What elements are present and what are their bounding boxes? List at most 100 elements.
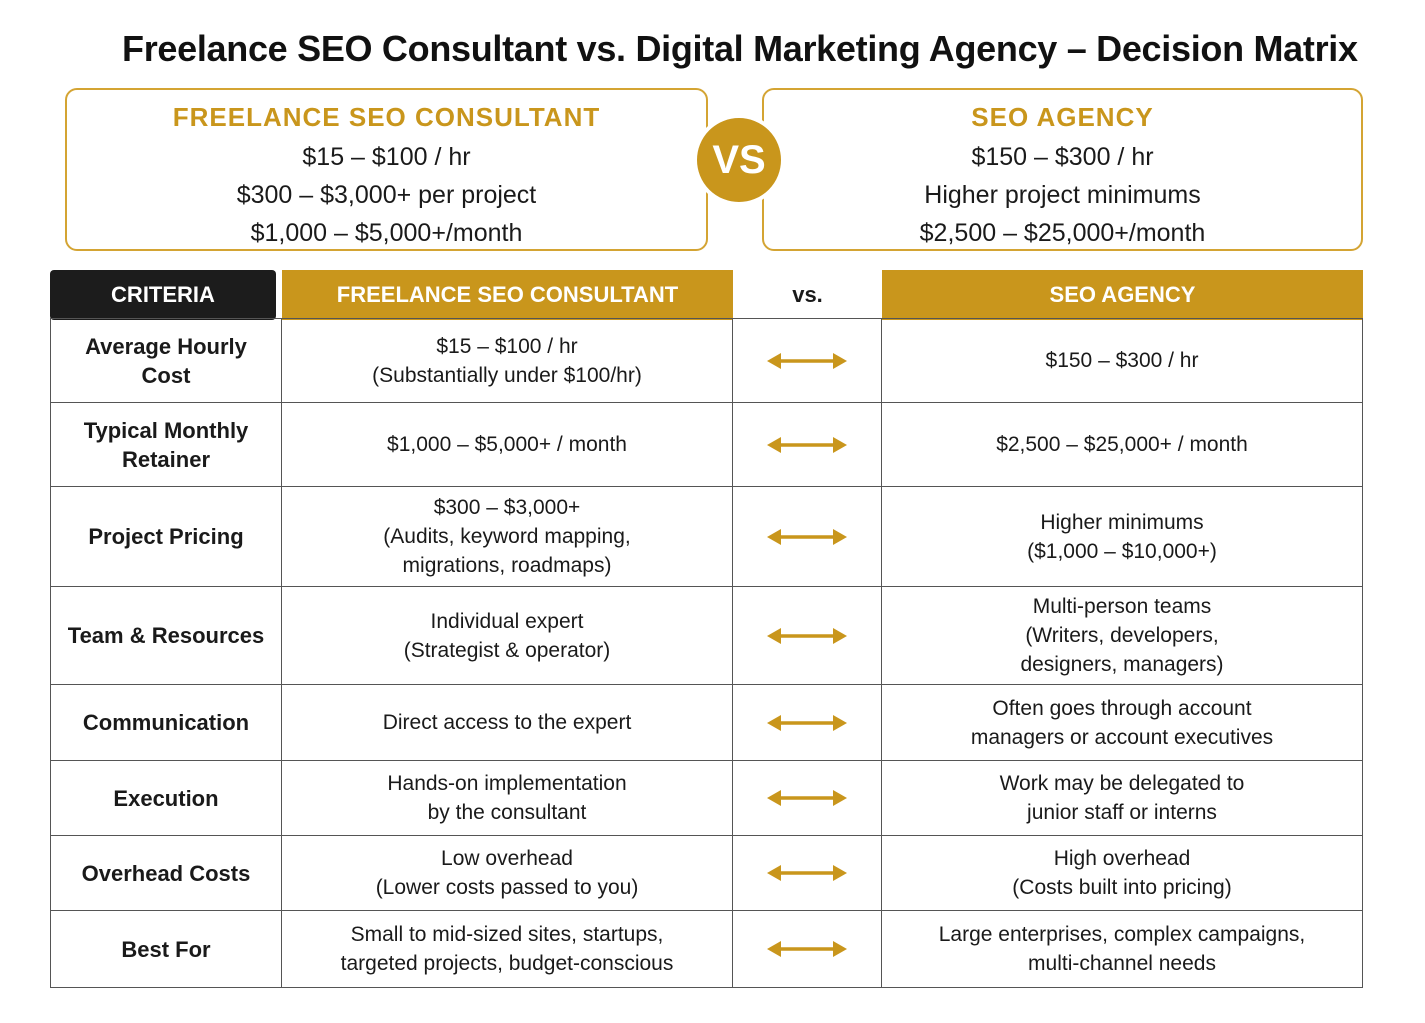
freelance-hourly-rate: $15 – $100 / hr bbox=[302, 143, 471, 171]
freelance-cell: $15 – $100 / hr (Substantially under $100… bbox=[282, 319, 733, 402]
page-title: Freelance SEO Consultant vs. Digital Mar… bbox=[122, 28, 1358, 69]
criteria-cell-line: Best For bbox=[121, 936, 211, 962]
arrow-cell bbox=[733, 836, 882, 910]
double-headed-arrow-icon bbox=[767, 528, 847, 545]
criteria-cell: Typical Monthly Retainer bbox=[50, 403, 282, 486]
arrow-cell bbox=[733, 403, 882, 486]
freelance-cell-line: $1,000 – $5,000+ / month bbox=[387, 433, 627, 456]
freelance-cell: $1,000 – $5,000+ / month bbox=[282, 403, 733, 486]
freelance-cell-line: (Substantially under $100/hr) bbox=[372, 363, 642, 387]
agency-column-header: SEO AGENCY bbox=[882, 270, 1363, 320]
agency-cell: Often goes through account managers or ac… bbox=[882, 685, 1363, 760]
arrow-cell bbox=[733, 487, 882, 586]
freelance-summary-title: FREELANCE SEO CONSULTANT bbox=[172, 102, 601, 132]
freelance-cell-line: Small to mid-sized sites, startups, bbox=[350, 923, 664, 946]
agency-cell-line: $2,500 – $25,000+ / month bbox=[996, 433, 1248, 456]
agency-project-rate: Higher project minimums bbox=[924, 181, 1201, 209]
agency-cell: Higher minimums ($1,000 – $10,000+) bbox=[882, 487, 1363, 586]
freelance-cell-line: by the consultant bbox=[427, 801, 587, 824]
freelance-cell: Low overhead (Lower costs passed to you) bbox=[282, 836, 733, 910]
table-row: Communication Direct access to the expert… bbox=[50, 685, 1363, 761]
freelance-cell-line: (Lower costs passed to you) bbox=[375, 876, 639, 899]
agency-summary-title: SEO AGENCY bbox=[971, 102, 1154, 132]
table-row: Execution Hands-on implementation by the c… bbox=[50, 761, 1363, 836]
vs-badge: VS bbox=[693, 114, 785, 206]
arrow-cell bbox=[733, 911, 882, 987]
agency-monthly-rate: $2,500 – $25,000+/month bbox=[919, 219, 1206, 247]
agency-cell: $150 – $300 / hr bbox=[882, 319, 1363, 402]
table-row: Average Hourly Cost $15 – $100 / hr (Subst… bbox=[50, 319, 1363, 403]
freelance-cell: Individual expert (Strategist & operator) bbox=[282, 587, 733, 684]
freelance-cell-line: $15 – $100 / hr bbox=[436, 334, 578, 358]
agency-summary-card: SEO AGENCY $150 – $300 / hr Higher proje… bbox=[762, 88, 1363, 251]
table-row: Best For Small to mid-sized sites, startu… bbox=[50, 911, 1363, 988]
table-row: Team & Resources Individual expert (Strate… bbox=[50, 587, 1363, 685]
freelance-cell-line: $300 – $3,000+ bbox=[433, 496, 581, 519]
criteria-cell-line: Communication bbox=[82, 710, 250, 735]
freelance-cell-line: Individual expert bbox=[430, 609, 584, 633]
table-row: Overhead Costs Low overhead (Lower costs p… bbox=[50, 836, 1363, 911]
table-row: Typical Monthly Retainer $1,000 – $5,000+ … bbox=[50, 403, 1363, 487]
agency-cell: High overhead (Costs built into pricing) bbox=[882, 836, 1363, 910]
double-headed-arrow-icon bbox=[767, 790, 847, 806]
agency-cell-line: Higher minimums bbox=[1040, 510, 1204, 534]
criteria-cell-line: Retainer bbox=[121, 446, 211, 472]
agency-cell-line: Often goes through account bbox=[992, 696, 1252, 720]
agency-cell: Work may be delegated to junior staff or … bbox=[882, 761, 1363, 835]
freelance-monthly-rate: $1,000 – $5,000+/month bbox=[250, 219, 523, 247]
freelance-cell-line: targeted projects, budget-conscious bbox=[340, 952, 674, 975]
double-headed-arrow-icon bbox=[767, 627, 847, 644]
arrow-cell bbox=[733, 685, 882, 760]
agency-cell-line: Work may be delegated to bbox=[999, 772, 1245, 795]
agency-hourly-rate: $150 – $300 / hr bbox=[971, 143, 1154, 171]
criteria-cell-line: Overhead Costs bbox=[81, 860, 251, 886]
freelance-cell-line: Hands-on implementation bbox=[387, 772, 627, 795]
criteria-cell-line: Team & Resources bbox=[67, 623, 265, 648]
criteria-cell-line: Execution bbox=[113, 785, 219, 811]
freelance-summary-card: FREELANCE SEO CONSULTANT $15 – $100 / hr… bbox=[65, 88, 708, 251]
agency-cell-line: (Writers, developers, bbox=[1025, 624, 1219, 647]
agency-cell-line: $150 – $300 / hr bbox=[1045, 349, 1199, 372]
freelance-column-header: FREELANCE SEO CONSULTANT bbox=[282, 270, 733, 320]
freelance-cell-line: (Strategist & operator) bbox=[403, 638, 611, 662]
agency-cell-line: designers, managers) bbox=[1020, 653, 1224, 676]
agency-cell: Large enterprises, complex campaigns, mul… bbox=[882, 911, 1363, 987]
freelance-cell: Direct access to the expert bbox=[282, 685, 733, 760]
double-headed-arrow-icon bbox=[767, 941, 847, 957]
criteria-cell: Overhead Costs bbox=[50, 836, 282, 910]
criteria-cell: Average Hourly Cost bbox=[50, 319, 282, 402]
criteria-cell: Project Pricing bbox=[50, 487, 282, 586]
freelance-cell-line: Low overhead bbox=[441, 847, 573, 870]
comparison-table: Average Hourly Cost $15 – $100 / hr (Subst… bbox=[50, 318, 1363, 988]
agency-cell-line: managers or account executives bbox=[970, 725, 1274, 749]
freelance-cell-line: Direct access to the expert bbox=[382, 711, 632, 734]
freelance-cell: Hands-on implementation by the consultant bbox=[282, 761, 733, 835]
freelance-cell-line: (Audits, keyword mapping, bbox=[383, 525, 631, 548]
criteria-cell: Team & Resources bbox=[50, 587, 282, 684]
agency-cell: Multi-person teams (Writers, developers, d… bbox=[882, 587, 1363, 684]
criteria-cell-line: Project Pricing bbox=[88, 524, 244, 549]
arrow-cell bbox=[733, 761, 882, 835]
arrow-cell bbox=[733, 319, 882, 402]
agency-cell: $2,500 – $25,000+ / month bbox=[882, 403, 1363, 486]
freelance-cell-line: migrations, roadmaps) bbox=[402, 554, 612, 577]
table-row: Project Pricing $300 – $3,000+ (Audits, ke… bbox=[50, 487, 1363, 587]
freelance-cell: $300 – $3,000+ (Audits, keyword mapping, m… bbox=[282, 487, 733, 586]
agency-cell-line: junior staff or interns bbox=[1027, 801, 1217, 824]
criteria-column-header: CRITERIA bbox=[50, 270, 276, 320]
agency-cell-line: multi-channel needs bbox=[1028, 952, 1216, 975]
double-headed-arrow-icon bbox=[767, 865, 847, 881]
agency-cell-line: Large enterprises, complex campaigns, bbox=[938, 923, 1306, 946]
agency-cell-line: High overhead bbox=[1053, 847, 1191, 870]
freelance-project-rate: $300 – $3,000+ per project bbox=[236, 181, 537, 209]
double-headed-arrow-icon bbox=[767, 714, 847, 731]
double-headed-arrow-icon bbox=[767, 436, 847, 453]
freelance-cell: Small to mid-sized sites, startups, targe… bbox=[282, 911, 733, 987]
criteria-cell: Communication bbox=[50, 685, 282, 760]
agency-cell-line: Multi-person teams bbox=[1032, 595, 1212, 618]
criteria-cell: Best For bbox=[50, 911, 282, 987]
criteria-cell: Execution bbox=[50, 761, 282, 835]
arrow-cell bbox=[733, 587, 882, 684]
agency-cell-line: ($1,000 – $10,000+) bbox=[1027, 539, 1217, 563]
double-headed-arrow-icon bbox=[767, 352, 847, 369]
